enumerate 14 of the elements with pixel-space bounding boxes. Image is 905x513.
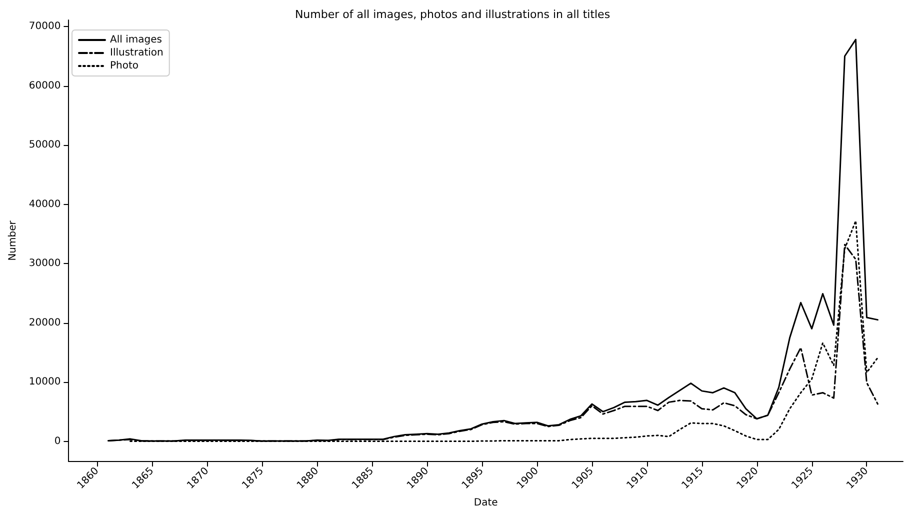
x-axis-title: Date bbox=[474, 498, 498, 508]
y-tick-label: 20000 bbox=[28, 317, 61, 328]
y-tick-label: 30000 bbox=[28, 258, 61, 270]
y-tick-label: 70000 bbox=[28, 21, 61, 32]
y-axis-title: Number bbox=[8, 220, 18, 261]
y-tick-label: 50000 bbox=[28, 140, 61, 151]
y-tick-label: 10000 bbox=[28, 376, 61, 388]
legend-label: Photo bbox=[110, 60, 139, 72]
legend-label: All images bbox=[110, 34, 162, 46]
chart-title: Number of all images, photos and illustrations in all titles bbox=[294, 8, 610, 21]
y-tick-label: 40000 bbox=[28, 198, 61, 210]
y-tick-label: 0 bbox=[54, 436, 61, 447]
legend-label: Illustration bbox=[110, 48, 164, 58]
y-tick-label: 60000 bbox=[28, 80, 61, 92]
